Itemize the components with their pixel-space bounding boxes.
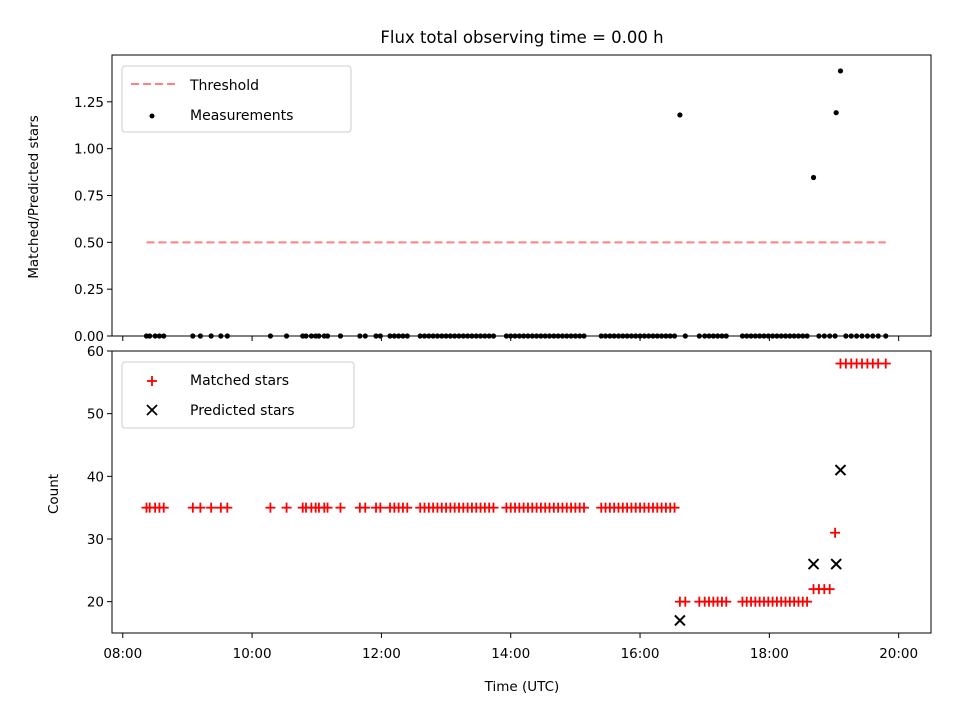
top-legend-box <box>121 65 352 133</box>
matched-star-marker <box>158 502 169 513</box>
matched-star-marker <box>824 584 835 595</box>
matched-stars-layer <box>141 358 891 607</box>
predicted-star-marker <box>834 464 847 476</box>
matched-star-marker <box>195 502 206 513</box>
x-tick-label: 10:00 <box>233 646 272 662</box>
matched-star-marker <box>669 502 680 513</box>
top-y-tick-label: 0.75 <box>74 189 104 205</box>
predicted-star-marker <box>807 558 820 570</box>
top-legend: Threshold Measurements <box>121 65 352 133</box>
x-tick-label: 14:00 <box>491 646 530 662</box>
top-y-ticks: 0.00 0.25 0.50 0.75 1.00 1.25 <box>74 95 112 345</box>
bottom-y-tick-label: 30 <box>87 532 104 548</box>
bottom-y-axis-label: Count <box>46 474 62 514</box>
matched-star-marker <box>222 502 233 513</box>
bottom-axes-frame <box>111 350 932 634</box>
top-y-tick-label: 0.25 <box>74 282 104 298</box>
bottom-y-tick-label: 60 <box>87 344 104 360</box>
bottom-panel: Count Time (UTC) 20 30 40 50 60 08:00 10:00 12… <box>46 344 932 695</box>
bottom-y-tick-label: 50 <box>87 407 104 423</box>
bottom-y-tick-label: 40 <box>87 469 104 485</box>
top-x-ticks <box>122 336 900 341</box>
top-y-tick-label: 1.25 <box>74 95 104 111</box>
matched-star-marker <box>335 502 346 513</box>
predicted-stars-layer <box>674 464 847 627</box>
top-panel: Flux total observing time = 0.00 h Match… <box>26 28 932 345</box>
predicted-star-marker <box>674 614 686 627</box>
top-y-tick-label: 1.00 <box>74 142 104 158</box>
legend-predicted-swatch <box>146 404 158 416</box>
top-axes-frame <box>111 54 932 337</box>
bottom-x-ticks: 08:00 10:00 12:00 14:00 16:00 18:00 20:00 <box>103 633 918 662</box>
top-y-tick-label: 0.50 <box>74 235 104 251</box>
measurement-point <box>810 174 817 181</box>
x-tick-label: 12:00 <box>362 646 401 662</box>
matched-star-marker <box>375 502 386 513</box>
x-tick-label: 16:00 <box>621 646 660 662</box>
matched-star-marker <box>880 358 891 369</box>
bottom-y-ticks: 20 30 40 50 60 <box>87 344 112 611</box>
matched-star-marker <box>830 527 841 538</box>
measurement-points-layer <box>143 68 889 339</box>
bottom-y-tick-label: 20 <box>87 595 104 611</box>
measurement-point <box>677 112 683 118</box>
top-y-axis-label: Matched/Predicted stars <box>26 115 42 278</box>
matched-star-marker <box>488 502 499 513</box>
legend-matched-swatch <box>147 376 157 386</box>
measurement-point <box>833 110 839 116</box>
x-tick-label: 08:00 <box>103 646 142 662</box>
matched-star-marker <box>206 502 217 513</box>
matched-star-marker <box>281 502 292 513</box>
legend-matched-label: Matched stars <box>190 373 289 389</box>
predicted-star-marker <box>830 558 842 570</box>
matched-star-marker <box>402 502 413 513</box>
x-axis-label: Time (UTC) <box>484 679 560 695</box>
top-y-tick-label: 0.00 <box>74 329 104 345</box>
legend-predicted-label: Predicted stars <box>190 403 295 419</box>
bottom-legend: Matched stars Predicted stars <box>121 361 355 429</box>
matched-star-marker <box>721 596 732 607</box>
legend-threshold-label: Threshold <box>189 78 259 94</box>
bottom-legend-box <box>121 361 355 429</box>
matched-star-marker <box>802 596 813 607</box>
matched-star-marker <box>360 502 371 513</box>
x-tick-label: 20:00 <box>879 646 918 662</box>
x-tick-label: 18:00 <box>750 646 789 662</box>
measurement-point <box>837 68 844 74</box>
matched-star-marker <box>579 502 590 513</box>
legend-measurements-label: Measurements <box>190 108 293 124</box>
matched-star-marker <box>322 502 333 513</box>
chart-title: Flux total observing time = 0.00 h <box>380 28 663 47</box>
matched-star-marker <box>265 502 276 513</box>
legend-measurements-swatch <box>149 113 155 119</box>
matched-star-marker <box>680 596 691 607</box>
